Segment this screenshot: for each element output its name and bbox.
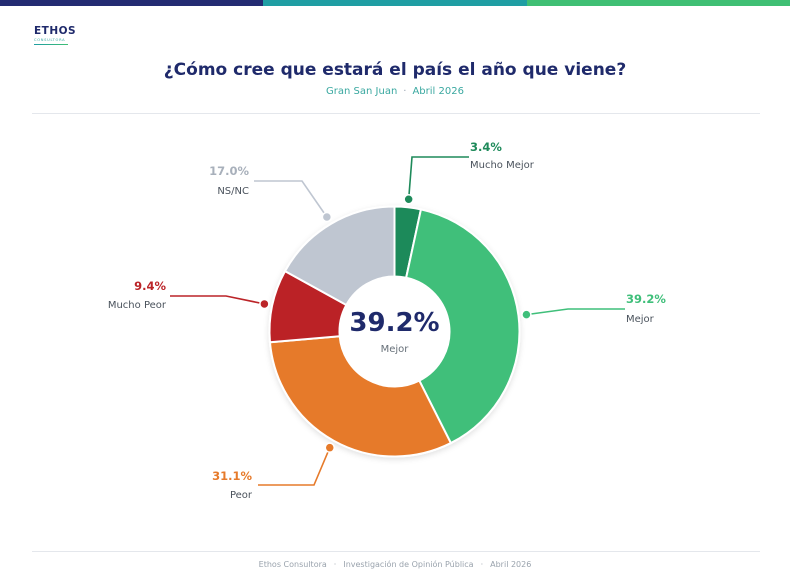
- footer-separator-2: ·: [480, 560, 484, 569]
- leader-dot-mucho-mejor: [403, 194, 414, 205]
- donut-slices: [268, 205, 521, 458]
- leader-line-mejor: [526, 308, 625, 316]
- leader-dot-mejor: [521, 309, 532, 320]
- chart-title: ¿Cómo cree que estará el país el año que…: [163, 60, 627, 80]
- leader-dot-mucho-peor: [259, 298, 270, 310]
- leader-line-peor: [258, 447, 331, 486]
- leader-line-ns-nc: [254, 180, 328, 218]
- center-label: Mejor: [381, 344, 410, 355]
- data-label-mucho-mejor: 3.4%: [470, 140, 502, 154]
- footer-date: Abril 2026: [490, 560, 532, 569]
- logo-subtext: CONSULTORA: [34, 38, 66, 42]
- leader-dot-peor: [324, 442, 336, 453]
- category-label-mucho-peor: Mucho Peor: [108, 300, 167, 311]
- logo-underline: [34, 44, 68, 45]
- category-label-mucho-mejor: Mucho Mejor: [470, 160, 535, 171]
- footer-org: Ethos Consultora: [258, 560, 327, 569]
- donut-hole: [339, 276, 450, 387]
- subtitle-separator: ·: [403, 86, 407, 97]
- top-bar-segment-teal: [263, 0, 527, 6]
- top-color-bar: [0, 0, 790, 6]
- footer-separator-1: ·: [333, 560, 337, 569]
- footer-divider: [32, 551, 760, 552]
- category-label-peor: Peor: [230, 490, 253, 501]
- slice-callouts: 3.4% Mucho Mejor 39.2% Mejor 31.1% Peor 9.4% Mu…: [108, 140, 667, 501]
- data-label-peor: 31.1%: [212, 469, 252, 483]
- data-label-mucho-peor: 9.4%: [134, 279, 166, 293]
- top-bar-segment-navy: [0, 0, 264, 6]
- category-label-ns-nc: NS/NC: [217, 186, 249, 197]
- ethos-logo: ETHOS CONSULTORA: [34, 26, 76, 45]
- subtitle-date: Abril 2026: [412, 86, 464, 97]
- logo-text: ETHOS: [34, 25, 77, 37]
- footer: Ethos Consultora · Investigación de Opinió…: [0, 560, 790, 569]
- top-bar-segment-green: [526, 0, 790, 6]
- header-divider: [32, 113, 760, 114]
- data-label-ns-nc: 17.0%: [209, 164, 249, 178]
- center-value: 39.2%: [349, 308, 439, 338]
- leader-dot-ns-nc: [321, 211, 333, 223]
- chart-subtitle: Gran San Juan · Abril 2026: [0, 86, 790, 97]
- subtitle-location: Gran San Juan: [326, 86, 398, 97]
- category-label-mejor: Mejor: [626, 314, 655, 325]
- leader-line-mucho-peor: [170, 295, 265, 305]
- leader-line-mucho-mejor: [407, 156, 469, 200]
- data-label-mejor: 39.2%: [626, 292, 666, 306]
- footer-project: Investigación de Opinión Pública: [343, 560, 474, 569]
